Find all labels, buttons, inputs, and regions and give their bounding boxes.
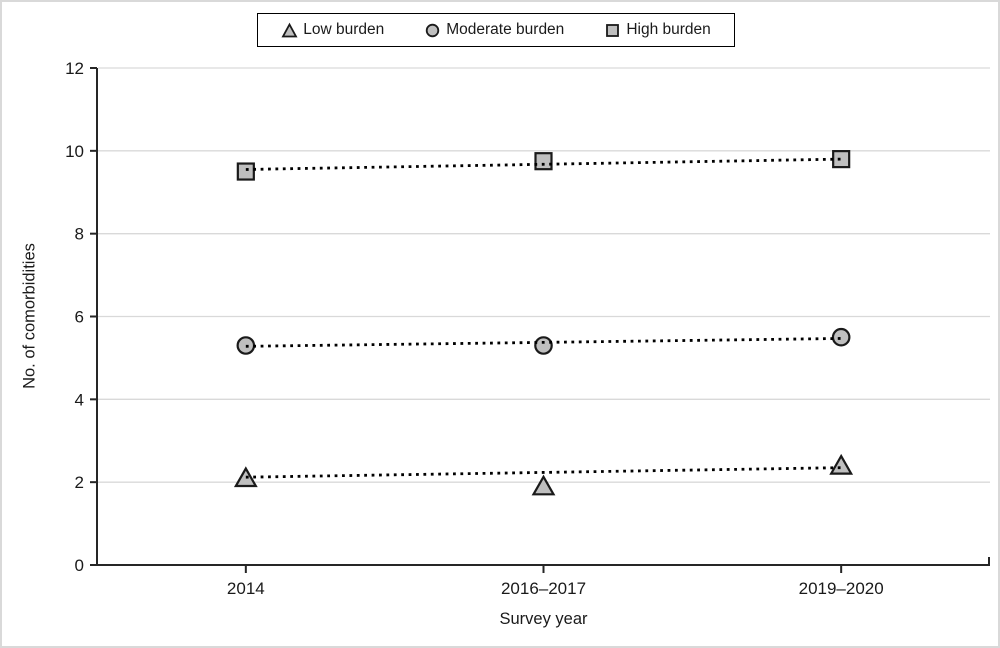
legend-label: Moderate burden <box>446 21 565 38</box>
data-point-circle <box>831 327 851 347</box>
y-axis-title: No. of comorbidities <box>20 243 39 389</box>
y-tick-label: 6 <box>75 308 84 327</box>
data-point-square <box>236 162 255 181</box>
triangle-marker-icon <box>281 22 298 39</box>
legend-item-high-burden: High burden <box>604 21 711 39</box>
trendline-dotted <box>245 466 842 479</box>
square-marker-icon <box>604 22 621 39</box>
x-tick-label: 2014 <box>227 579 265 598</box>
legend-item-low-burden: Low burden <box>281 21 384 39</box>
trendline-dotted <box>245 337 842 348</box>
circle-marker-icon <box>424 22 441 39</box>
legend-item-moderate-burden: Moderate burden <box>424 21 564 39</box>
data-point-square <box>832 150 851 169</box>
y-tick-label: 8 <box>75 225 84 244</box>
trendline-dotted <box>245 157 842 171</box>
x-tick-label: 2016–2017 <box>501 579 586 598</box>
data-point-triangle <box>233 466 258 488</box>
y-tick-label: 10 <box>65 142 84 161</box>
data-point-triangle <box>531 474 556 496</box>
y-tick-label: 2 <box>75 473 84 492</box>
data-point-square <box>534 152 553 171</box>
x-axis-title: Survey year <box>499 610 588 628</box>
y-tick-label: 12 <box>65 59 84 78</box>
y-tick-label: 4 <box>75 390 84 409</box>
x-tick-label: 2019–2020 <box>799 579 884 598</box>
data-point-triangle <box>829 453 854 475</box>
data-point-circle <box>534 336 553 355</box>
legend-label: High burden <box>626 21 711 38</box>
legend-label: Low burden <box>303 21 385 38</box>
y-tick-label: 0 <box>75 556 84 575</box>
legend: Low burden Moderate burden High burden <box>257 13 735 47</box>
